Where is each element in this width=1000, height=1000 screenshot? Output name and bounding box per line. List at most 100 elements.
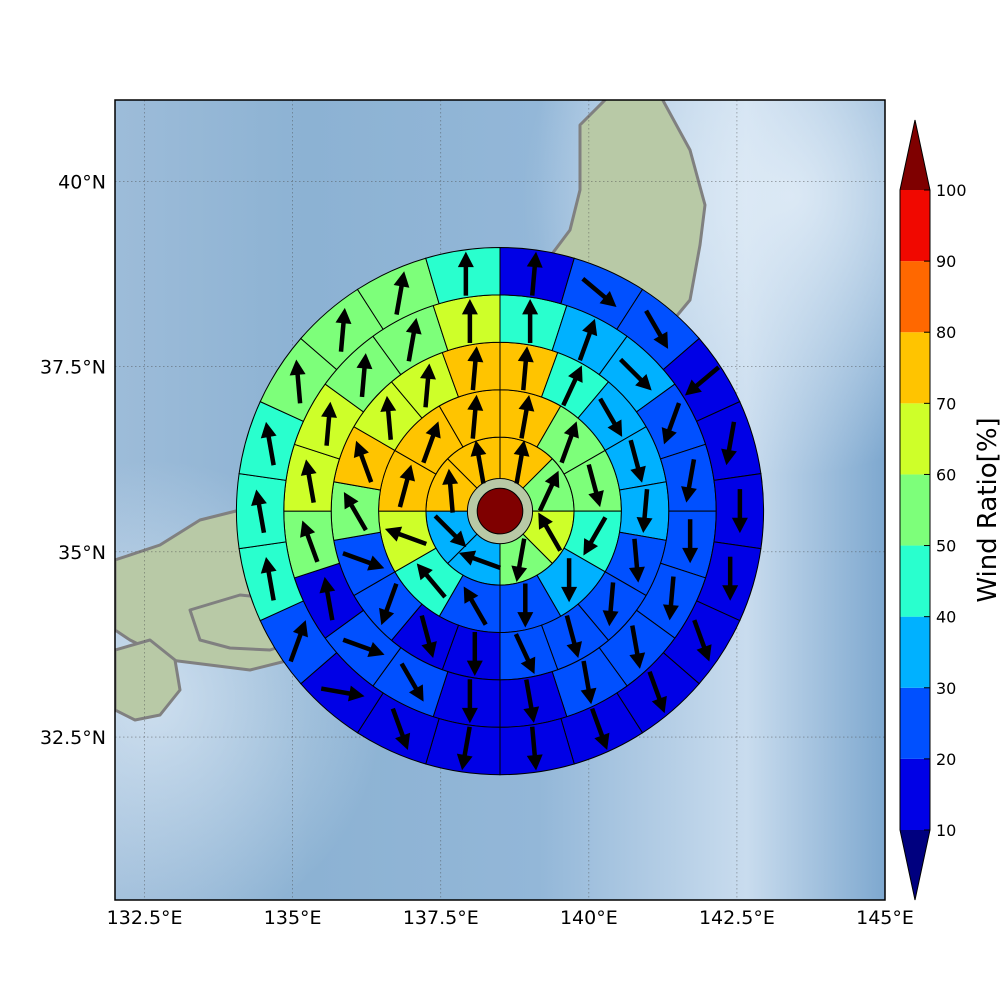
wind-arrow-head [607, 419, 623, 437]
wind-arrow-shaft [288, 628, 305, 663]
wind-arrow-shaft [647, 670, 664, 705]
wind-arrow-head [335, 307, 352, 324]
wind-arrow-head [630, 465, 646, 483]
wind-arrow-head [602, 610, 619, 627]
wind-arrow-head [635, 374, 652, 391]
colorbar-tick-label: 80 [936, 323, 956, 342]
wind-arrow-shaft [265, 431, 276, 466]
wind-arrow-head [722, 585, 739, 601]
wind-arrow-head [662, 604, 679, 621]
wind-arrow-head [470, 440, 487, 457]
wind-arrow-shaft [397, 473, 411, 508]
wind-arrow-head [442, 468, 459, 485]
colorbar-segment [900, 190, 930, 262]
wind-arrow-head [356, 353, 373, 370]
colorbar-label: Wind Ratio[%] [973, 417, 1000, 602]
wind-arrow-head [348, 685, 365, 702]
wind-arrow-shaft [342, 551, 376, 567]
wind-arrow-head [511, 565, 528, 583]
wind-arrow-head [416, 563, 433, 581]
wind-arrow-shaft [357, 449, 374, 483]
wind-arrow-shaft [692, 619, 709, 653]
wind-arrow-shaft [537, 478, 557, 512]
wind-arrow-head [588, 490, 604, 508]
wind-arrow-head [582, 318, 598, 337]
wind-arrow-shaft [586, 516, 608, 549]
colorbar-tick-label: 30 [936, 679, 956, 698]
wind-arrow-shaft [433, 514, 461, 542]
wind-arrow-head [526, 754, 543, 771]
wind-arrow-head [384, 526, 403, 542]
wind-arrow-head [367, 555, 385, 571]
wind-arrow-shaft [470, 404, 479, 439]
wind-arrow-shaft [577, 327, 594, 362]
wind-arrow-head [566, 641, 582, 659]
wind-arrow-head [661, 427, 677, 445]
wind-arrow-head [629, 652, 646, 669]
wind-arrow-shaft [423, 373, 431, 408]
wind-arrow-head [467, 394, 484, 411]
center-disk [476, 487, 524, 535]
wind-arrow-shaft [641, 488, 650, 524]
wind-arrow-head [518, 395, 535, 412]
wind-arrow-head [538, 512, 553, 530]
land-kyushu [115, 638, 182, 722]
wind-arrow-shaft [475, 449, 486, 484]
colorbar-segment [900, 758, 930, 830]
wind-arrow-shaft [628, 439, 642, 474]
x-tick-label: 145°E [856, 907, 914, 929]
wind-arrow-head [517, 612, 534, 628]
wind-arrow-head [467, 346, 484, 363]
wind-arrow-head [520, 656, 536, 674]
wind-arrow-head [393, 271, 410, 288]
wind-arrow-shaft [516, 538, 527, 573]
wind-arrow-head [380, 395, 397, 412]
wind-arrow-shaft [513, 633, 533, 666]
wind-arrow-shaft [265, 566, 276, 601]
wind-arrow-head [651, 695, 667, 714]
wind-arrow-shaft [419, 614, 433, 650]
wind-arrow-head [599, 291, 617, 308]
wind-arrow-head [731, 517, 748, 534]
wind-arrow-head [321, 401, 338, 418]
wind-arrow-head [251, 489, 267, 507]
wind-arrow-head [561, 586, 578, 603]
wind-arrow-head [456, 753, 473, 771]
sector-cell [425, 247, 501, 305]
wind-arrow-shaft [470, 355, 479, 391]
y-tick-label: 37.5°N [40, 357, 106, 379]
wind-arrow-head [300, 520, 316, 538]
wind-arrow-shaft [303, 529, 320, 563]
wind-arrow-shaft [466, 593, 488, 626]
wind-arrow-shaft [382, 582, 399, 617]
wind-arrow-head [319, 576, 336, 594]
x-tick-label: 137.5°E [403, 907, 479, 929]
wind-arrow-head [463, 586, 479, 604]
wind-arrow-head [517, 346, 534, 363]
colorbar-segments [899, 119, 931, 901]
wind-arrow-shaft [406, 327, 417, 362]
wind-arrow-shaft [294, 369, 303, 404]
wind-arrow-shaft [564, 614, 578, 650]
wind-arrow-head [583, 538, 599, 556]
wind-arrow-shaft [514, 449, 525, 484]
wind-arrow-shaft [421, 429, 438, 464]
wind-arrow-shaft [255, 498, 267, 534]
y-tick-label: 40°N [58, 171, 106, 193]
wind-arrow-shaft [581, 277, 611, 303]
wind-arrow-head [289, 359, 306, 376]
colorbar-segment [900, 545, 930, 617]
colorbar-segment [900, 687, 930, 759]
wind-arrow-shaft [521, 355, 529, 391]
wind-arrow-head [379, 607, 395, 626]
wind-arrow-shaft [529, 261, 538, 296]
wind-arrow-head [628, 566, 645, 583]
wind-arrow-head [563, 421, 579, 439]
colorbar-tick-label: 10 [936, 821, 956, 840]
wind-arrow-head [544, 470, 560, 489]
wind-arrow-head [300, 459, 317, 476]
wind-arrow-shaft [618, 357, 647, 386]
wind-arrow-head [681, 486, 697, 503]
wind-arrow-head [526, 251, 543, 268]
wind-arrow-head [260, 557, 277, 574]
